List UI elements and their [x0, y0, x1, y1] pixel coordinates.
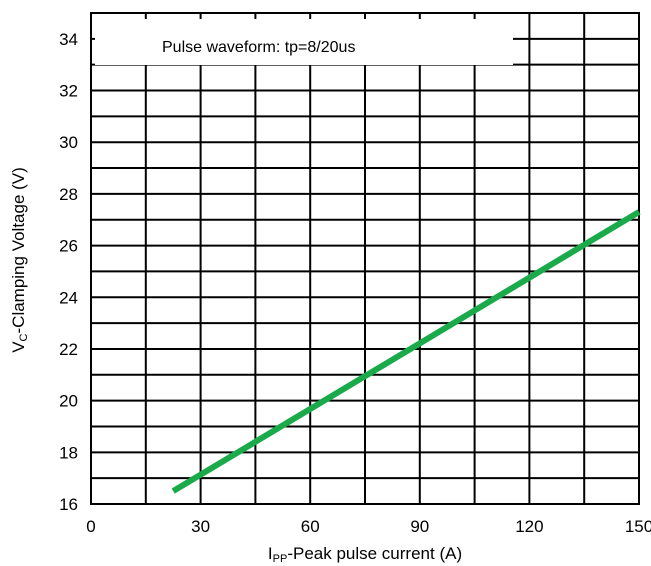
y-tick-labels: 16 18 20 22 24 26 28 30 32 34: [59, 30, 78, 514]
y-axis-label-rest: -Clamping Voltage (V): [9, 167, 28, 333]
x-tick-label: 0: [86, 517, 95, 536]
x-tick-label: 90: [410, 517, 429, 536]
series-layer: [171, 209, 641, 494]
x-axis-label-sub: PP: [273, 553, 288, 565]
y-tick-label: 30: [59, 133, 78, 152]
x-tick-label: 30: [191, 517, 210, 536]
x-axis-label-rest: -Peak pulse current (A): [287, 544, 462, 563]
x-tick-labels: 0 30 60 90 120 150: [86, 517, 651, 536]
x-tick-label: 60: [301, 517, 320, 536]
x-tick-label: 150: [625, 517, 651, 536]
annotation-box: [95, 19, 513, 65]
y-tick-label: 18: [59, 443, 78, 462]
series-line: [171, 209, 641, 494]
x-axis-label: IPP-Peak pulse current (A): [268, 544, 462, 565]
y-tick-label: 22: [59, 340, 78, 359]
y-axis-label-main: V: [9, 341, 28, 353]
annotation-text: Pulse waveform: tp=8/20us: [162, 39, 355, 56]
y-tick-label: 32: [59, 82, 78, 101]
plot-frame: [90, 12, 640, 505]
y-axis-label: VC-Clamping Voltage (V): [9, 167, 30, 353]
y-tick-label: 20: [59, 392, 78, 411]
y-tick-label: 28: [59, 185, 78, 204]
y-tick-label: 16: [59, 495, 78, 514]
x-axis-label-main: I: [268, 544, 273, 563]
y-tick-label: 26: [59, 237, 78, 256]
grid-horizontal: [91, 37, 639, 480]
y-tick-label: 24: [59, 288, 78, 307]
grid-vertical: [144, 13, 586, 504]
y-axis-label-sub: C: [18, 333, 30, 341]
x-tick-label: 120: [515, 517, 543, 536]
y-tick-label: 34: [59, 30, 78, 49]
